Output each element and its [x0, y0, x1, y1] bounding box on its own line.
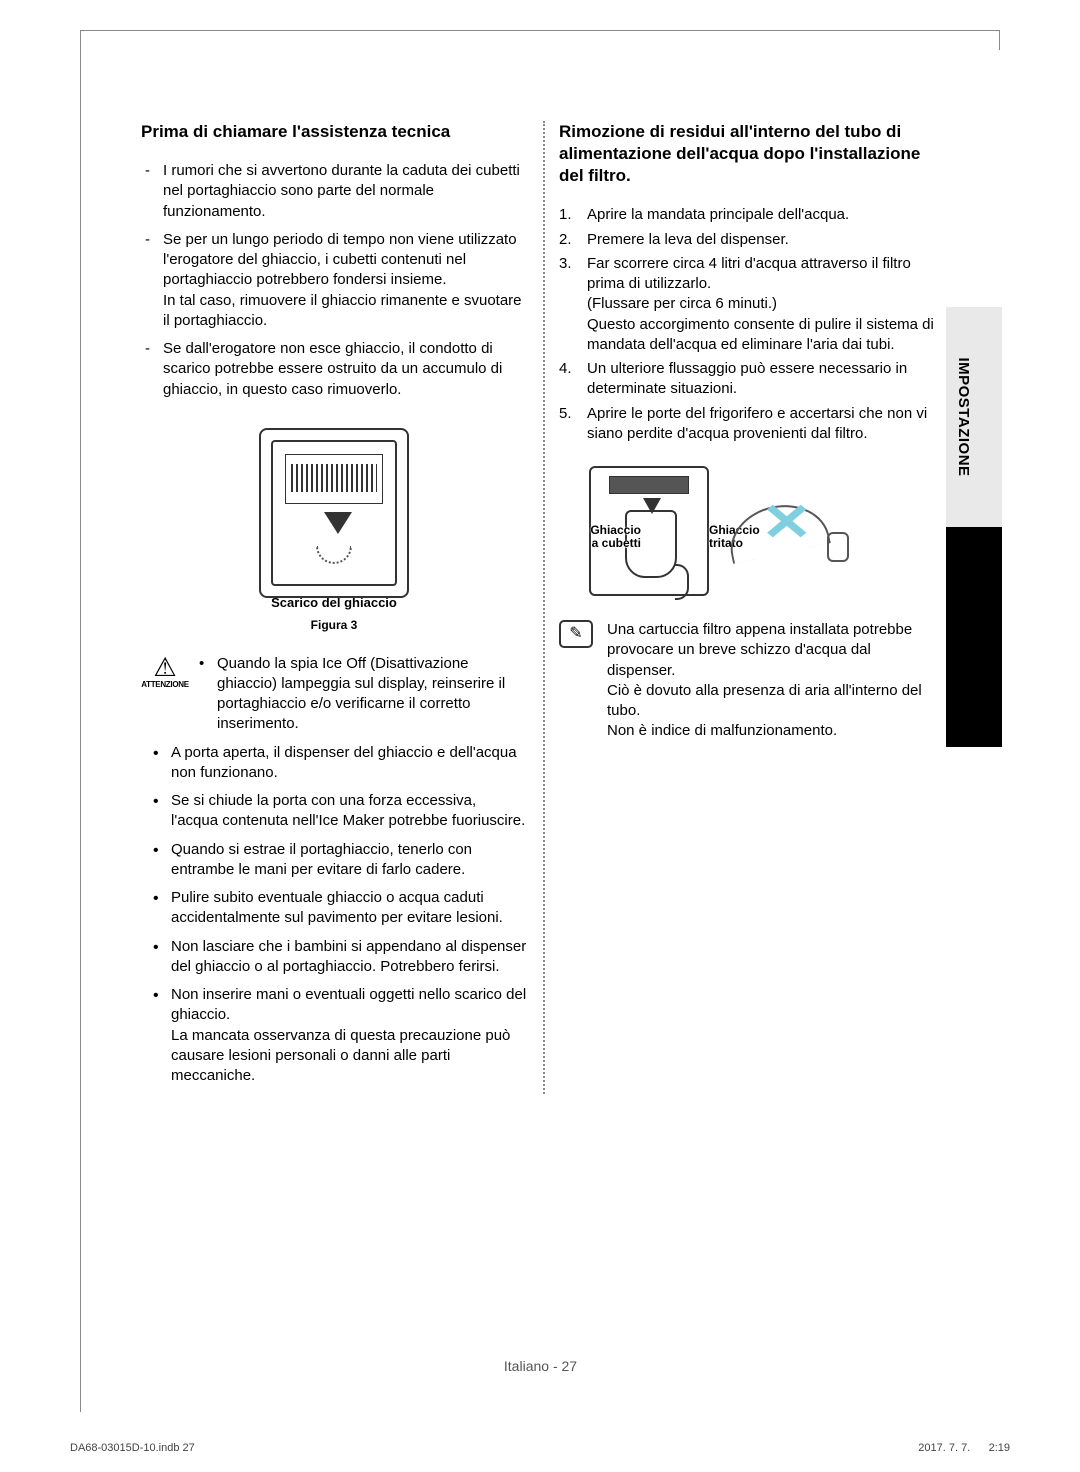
dash-item: Se per un lungo periodo di tempo non vie…: [141, 230, 527, 331]
right-column: Rimozione di residui all'interno del tub…: [543, 121, 943, 1094]
dash-text: Se per un lungo periodo di tempo non vie…: [163, 231, 522, 329]
num-text: Aprire le porte del frigorifero e accert…: [587, 405, 927, 442]
bullet-text: Quando si estrae il portaghiaccio, tener…: [171, 841, 472, 878]
figure-3: Scarico del ghiaccio Figura 3: [141, 428, 527, 636]
caution-icon: ⚠ ATTENZIONE: [141, 654, 189, 735]
cross-icon: ✕: [761, 488, 813, 558]
num-text: Far scorrere circa 4 litri d'acqua attra…: [587, 255, 934, 353]
num-item: 4.Un ulteriore flussaggio può essere nec…: [559, 359, 943, 400]
num-item: 5.Aprire le porte del frigorifero e acce…: [559, 404, 943, 445]
dispenser-label-left: Ghiaccio a cubetti: [585, 524, 641, 550]
footer-right: 2017. 7. 7. 2:19: [918, 1442, 1010, 1454]
bullet-item: A porta aperta, il dispenser del ghiacci…: [141, 743, 527, 784]
figure-label: Figura 3: [259, 617, 409, 633]
num-item: 2.Premere la leva del dispenser.: [559, 230, 943, 250]
left-column: Prima di chiamare l'assistenza tecnica I…: [141, 121, 541, 1094]
footer-left: DA68-03015D-10.indb 27: [70, 1442, 195, 1454]
side-tab: IMPOSTAZIONE: [946, 307, 1002, 747]
caution-label: ATTENZIONE: [141, 680, 189, 691]
crop-mark: [980, 30, 1000, 50]
num-item: 1.Aprire la mandata principale dell'acqu…: [559, 205, 943, 225]
tube-illustration: ✕: [719, 486, 849, 576]
bullet-item: Quando si estrae il portaghiaccio, tener…: [141, 840, 527, 881]
content-columns: Prima di chiamare l'assistenza tecnica I…: [81, 31, 1000, 1124]
caution-block: ⚠ ATTENZIONE • Quando la spia Ice Off (D…: [141, 654, 527, 735]
bullet-item: Pulire subito eventuale ghiaccio o acqua…: [141, 888, 527, 929]
dash-list: I rumori che si avvertono durante la cad…: [141, 161, 527, 400]
bullet-text: Pulire subito eventuale ghiaccio o acqua…: [171, 889, 503, 926]
bullet-item: Se si chiude la porta con una forza ecce…: [141, 791, 527, 832]
bullet-list: A porta aperta, il dispenser del ghiacci…: [141, 743, 527, 1087]
dash-text: I rumori che si avvertono durante la cad…: [163, 162, 520, 220]
warning-triangle-icon: ⚠: [141, 654, 189, 680]
bullet-text: Non inserire mani o eventuali oggetti ne…: [171, 986, 526, 1084]
num-text: Un ulteriore flussaggio può essere neces…: [587, 360, 907, 397]
caution-text-wrap: • Quando la spia Ice Off (Disattivazione…: [199, 654, 527, 735]
footer-center: Italiano - 27: [81, 1358, 1000, 1374]
note-text: Una cartuccia filtro appena installata p…: [607, 620, 943, 742]
right-heading: Rimozione di residui all'interno del tub…: [559, 121, 943, 187]
num-text: Premere la leva del dispenser.: [587, 231, 789, 248]
bullet-text: Non lasciare che i bambini si appendano …: [171, 938, 526, 975]
bullet-item: Non lasciare che i bambini si appendano …: [141, 937, 527, 978]
dispenser-unit: Ghiaccio a cubetti Ghiaccio tritato: [589, 466, 709, 596]
caution-text: Quando la spia Ice Off (Disattivazione g…: [217, 655, 505, 733]
numbered-list: 1.Aprire la mandata principale dell'acqu…: [559, 205, 943, 444]
note-icon: ✎: [559, 620, 593, 648]
left-heading: Prima di chiamare l'assistenza tecnica: [141, 121, 527, 143]
side-tab-label: IMPOSTAZIONE: [955, 357, 972, 476]
num-item: 3.Far scorrere circa 4 litri d'acqua att…: [559, 254, 943, 355]
bullet-item: Non inserire mani o eventuali oggetti ne…: [141, 985, 527, 1086]
num-text: Aprire la mandata principale dell'acqua.: [587, 206, 849, 223]
note-block: ✎ Una cartuccia filtro appena installata…: [559, 620, 943, 742]
device-illustration: [259, 428, 409, 598]
bullet-text: Se si chiude la porta con una forza ecce…: [171, 792, 525, 829]
bullet-text: A porta aperta, il dispenser del ghiacci…: [171, 744, 517, 781]
dash-item: I rumori che si avvertono durante la cad…: [141, 161, 527, 222]
dispenser-illustration-row: Ghiaccio a cubetti Ghiaccio tritato ✕: [589, 466, 943, 596]
page-frame: Prima di chiamare l'assistenza tecnica I…: [80, 30, 1000, 1412]
dash-item: Se dall'erogatore non esce ghiaccio, il …: [141, 339, 527, 400]
dash-text: Se dall'erogatore non esce ghiaccio, il …: [163, 340, 502, 398]
